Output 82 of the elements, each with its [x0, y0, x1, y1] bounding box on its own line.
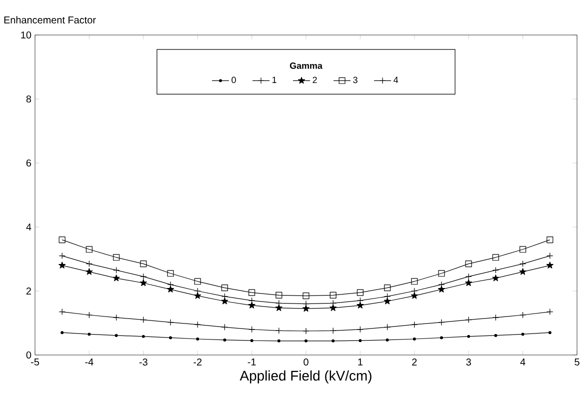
- y-axis-title: Enhancement Factor: [4, 16, 96, 24]
- x-tick-label: 5: [574, 358, 580, 366]
- x-tick-label: -1: [248, 358, 256, 366]
- x-tick-label: 2: [412, 358, 417, 366]
- point: [521, 332, 524, 336]
- legend-label: 4: [394, 76, 398, 83]
- legend-label: 2: [312, 76, 317, 84]
- x-tick-label: 4: [520, 358, 526, 366]
- point: [411, 278, 418, 285]
- point: [169, 336, 172, 340]
- point: [520, 246, 526, 253]
- point: [248, 289, 256, 296]
- point: [384, 298, 391, 304]
- point: [140, 260, 147, 268]
- point: [519, 268, 526, 275]
- point: [494, 334, 498, 337]
- point: [113, 254, 120, 261]
- point: [465, 279, 472, 286]
- point: [86, 268, 93, 275]
- x-tick-label: -4: [85, 358, 94, 366]
- point: [58, 262, 66, 268]
- point: [492, 254, 499, 261]
- point: [302, 304, 310, 312]
- x-tick-label: -3: [139, 358, 148, 366]
- point: [492, 274, 500, 282]
- point: [410, 292, 418, 299]
- legend-title: Gamma: [290, 62, 323, 69]
- y-tick-label: 10: [21, 31, 32, 39]
- point: [166, 286, 174, 292]
- x-tick-label: -5: [31, 358, 40, 366]
- legend-label: 3: [353, 76, 358, 84]
- point: [302, 292, 310, 300]
- legend-label: 1: [272, 76, 276, 83]
- y-tick-label: 6: [26, 159, 32, 167]
- point: [358, 339, 362, 342]
- x-tick-label: 0: [304, 358, 308, 366]
- point: [356, 302, 364, 308]
- point: [546, 262, 554, 268]
- point: [275, 304, 282, 311]
- point: [196, 338, 200, 340]
- x-axis-title: Applied Field (kV/cm): [240, 370, 372, 384]
- point: [332, 339, 335, 342]
- point: [384, 284, 391, 292]
- point: [58, 236, 66, 244]
- legend-label: 0: [232, 76, 236, 84]
- x-tick-label: 3: [466, 358, 471, 366]
- y-tick-label: 2: [26, 288, 31, 294]
- point: [546, 236, 554, 244]
- point: [248, 302, 256, 308]
- y-tick-label: 0: [26, 351, 32, 359]
- point: [142, 334, 145, 338]
- point: [330, 304, 337, 311]
- point: [60, 331, 64, 334]
- point: [356, 289, 364, 296]
- point: [465, 260, 472, 268]
- point: [330, 292, 336, 298]
- x-tick-label: 1: [358, 358, 362, 366]
- point: [194, 278, 201, 285]
- point: [223, 338, 226, 342]
- point: [412, 338, 416, 340]
- point: [88, 332, 91, 336]
- point: [221, 284, 228, 292]
- point: [140, 279, 147, 286]
- point: [86, 246, 92, 253]
- point: [548, 331, 552, 334]
- point: [304, 339, 308, 342]
- point: [221, 298, 228, 304]
- y-tick-label: 8: [26, 95, 32, 103]
- x-tick-label: -2: [194, 358, 202, 366]
- point: [194, 292, 202, 299]
- point: [277, 339, 280, 342]
- point: [440, 336, 444, 340]
- point: [438, 286, 446, 292]
- point: [114, 334, 118, 337]
- point: [438, 270, 445, 277]
- point: [112, 274, 120, 282]
- point: [276, 292, 282, 298]
- point: [467, 334, 470, 338]
- point: [167, 270, 174, 277]
- y-tick-label: 4: [26, 224, 32, 230]
- point: [386, 338, 389, 342]
- point: [250, 339, 254, 342]
